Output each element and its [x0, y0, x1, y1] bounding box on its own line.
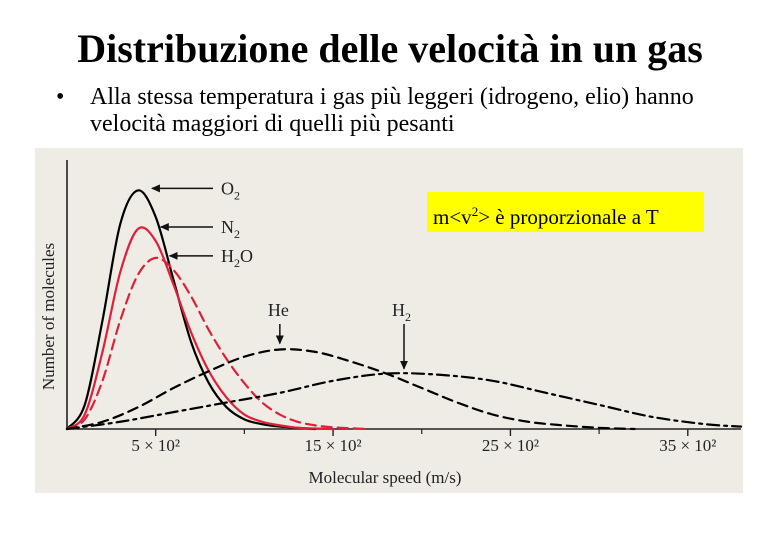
y-axis-label: Number of molecules [39, 243, 58, 390]
curve-h2o [65, 256, 370, 431]
x-tick-label: 25 × 10² [482, 436, 539, 455]
curve-n2 [65, 226, 335, 431]
curve-h2 [65, 372, 743, 431]
bullet-symbol: • [56, 84, 65, 110]
label-he: He [268, 300, 289, 320]
x-tick-label: 15 × 10² [304, 436, 361, 455]
curve-he [65, 348, 636, 431]
label-h2o: H2O [221, 246, 253, 270]
x-tick-label: 35 × 10² [659, 436, 716, 455]
label-n2: N2 [221, 217, 240, 241]
x-axis-label: Molecular speed (m/s) [309, 468, 462, 487]
note-text-suffix: > è proporzionale a T [478, 205, 659, 229]
note-text-prefix: m<v [433, 205, 472, 229]
curve-o2 [65, 189, 317, 431]
slide-title: Distribuzione delle velocità in un gas [77, 26, 703, 71]
label-o2: O2 [221, 178, 240, 202]
bullet-point: • Alla stessa temperatura i gas più legg… [56, 84, 756, 138]
x-tick-label: 5 × 10² [131, 436, 180, 455]
speed-distribution-chart: 5 × 10² 15 × 10² 25 × 10² 35 × 10² Molecular… [39, 160, 743, 487]
label-h2: H2 [392, 300, 411, 324]
note-exponent: 2 [471, 204, 479, 219]
bullet-text: Alla stessa temperatura i gas più legger… [90, 84, 694, 137]
proportionality-note: m<v2> è proporzionale a T [427, 192, 704, 232]
